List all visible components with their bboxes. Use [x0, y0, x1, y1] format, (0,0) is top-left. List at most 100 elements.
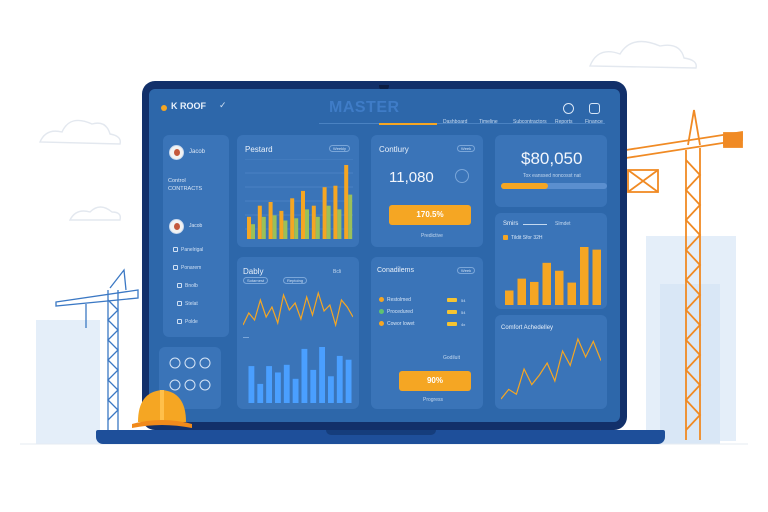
logo-icon	[161, 105, 167, 111]
panel-title: Dably	[243, 267, 264, 276]
bar	[345, 359, 352, 403]
bar	[336, 355, 343, 403]
comfort-chart-panel: Comfort Achedelley	[495, 315, 607, 409]
bar	[326, 205, 331, 239]
truck-icon[interactable]	[169, 379, 181, 391]
avatar-secondary[interactable]	[169, 219, 184, 234]
capacity-caption: Predictive	[421, 233, 443, 239]
helmet-icon[interactable]	[169, 357, 181, 369]
bar	[257, 383, 264, 403]
bar	[251, 224, 255, 239]
condition-label: Restolmed	[387, 297, 411, 303]
bar	[505, 290, 514, 305]
revenue-progress-fill	[501, 183, 548, 189]
sidebar-item-5[interactable]: Polde	[177, 319, 198, 325]
panel-title: Comfort Achedelley	[501, 325, 554, 331]
stacks-bar-chart	[505, 247, 601, 305]
secondary-user-name[interactable]: Jacob	[189, 223, 203, 229]
condition-bar	[447, 310, 457, 314]
check-icon[interactable]: ✓	[219, 100, 227, 110]
period-select[interactable]: Week	[457, 267, 476, 274]
revenue-panel: $80,050 Tox eanssed noncosst nat	[495, 135, 607, 207]
wrench-icon[interactable]	[184, 357, 196, 369]
bar	[279, 210, 284, 239]
sidebar-item-1[interactable]: Panelrigal	[173, 247, 203, 253]
webcam	[379, 85, 389, 91]
bar	[294, 218, 299, 239]
chart-icon	[173, 265, 178, 270]
stacks-pill[interactable]: Slmdet	[555, 221, 571, 227]
dashboard-app: K ROOF ✓ MASTER Dashboard Timeline Subco…	[149, 89, 620, 422]
bar	[310, 369, 317, 403]
legend-swatch	[503, 235, 508, 240]
bar	[328, 376, 334, 403]
panel-title: Contlury	[379, 145, 409, 154]
revenue-progress-track	[501, 183, 607, 189]
settings-icon[interactable]	[589, 103, 600, 114]
bar	[301, 348, 308, 403]
stacks-legend: Tildit Sfor 32H	[503, 235, 543, 241]
refresh-icon[interactable]	[455, 169, 469, 183]
laptop-notch	[326, 430, 436, 435]
bar	[337, 209, 342, 239]
daily-chart-panel: Dably Bcli Sotarnest Reptoing	[237, 257, 359, 409]
capacity-button[interactable]: 170.5%	[389, 205, 471, 225]
hard-hat-icon	[132, 390, 192, 428]
nav-item-subcontractors[interactable]: Subcontractors	[513, 119, 547, 125]
condition-row-1: Restolmed	[379, 297, 411, 303]
filter-pill-2[interactable]: Reptoing	[283, 277, 308, 284]
sidebar-item-label: Panelrigal	[181, 247, 204, 253]
cloud-icon	[38, 40, 697, 221]
condition-bar	[447, 298, 457, 302]
condition-row-3: Cowor lowet	[379, 321, 415, 327]
crane-right	[625, 109, 743, 440]
stacks-chart-panel: Smirs Slmdet Tildit Sfor 32H	[495, 213, 607, 309]
daily-line-chart	[243, 291, 353, 327]
bar	[305, 209, 309, 239]
bar	[292, 378, 299, 403]
bar	[344, 165, 349, 239]
bar	[311, 205, 316, 239]
bar	[592, 249, 601, 305]
laptop-base	[96, 430, 665, 444]
period-select[interactable]: Week	[457, 145, 476, 152]
revenue-value: $80,050	[521, 149, 583, 168]
legend-label: Tildit Sfor 32H	[511, 235, 543, 241]
bar	[517, 278, 526, 305]
nav-item-timeline[interactable]: Timeline	[479, 119, 498, 125]
bar	[283, 220, 288, 239]
conditions-button[interactable]: 90%	[399, 371, 471, 391]
bar	[315, 216, 320, 239]
nav-item-reports[interactable]: Reports	[555, 119, 573, 125]
calendar-icon[interactable]	[199, 379, 211, 391]
laptop-screen: K ROOF ✓ MASTER Dashboard Timeline Subco…	[142, 81, 627, 430]
bar	[348, 194, 353, 239]
sidebar-item-2[interactable]: Ponarem	[173, 265, 201, 271]
filter-pill-1[interactable]: Sotarnest	[243, 277, 269, 284]
active-tab-indicator	[379, 123, 437, 125]
bar	[247, 216, 251, 239]
bar	[266, 366, 272, 403]
period-select[interactable]: Weekly	[329, 145, 351, 152]
sidebar-item-label: Bnolb	[185, 283, 198, 289]
progress-bar-chart	[245, 159, 353, 239]
nav-item-finance[interactable]: Finance	[585, 119, 603, 125]
condition-value: 54	[461, 298, 466, 303]
profile-name[interactable]: Jacob	[189, 149, 206, 155]
sidebar-item-label: Polde	[185, 319, 198, 325]
nav-item-dashboard[interactable]: Dashboard	[443, 119, 468, 125]
brand-name[interactable]: K ROOF	[171, 101, 206, 111]
bar	[580, 247, 589, 305]
status-dot	[379, 297, 384, 302]
sidebar-item-4[interactable]: Stelat	[177, 301, 198, 307]
users-icon[interactable]	[184, 379, 196, 391]
grid-icon	[173, 247, 178, 252]
bar	[567, 282, 576, 305]
bar	[530, 281, 539, 305]
sidebar-item-3[interactable]: Bnolb	[177, 283, 198, 289]
avatar[interactable]	[169, 145, 184, 160]
bar	[268, 202, 273, 239]
bell-icon[interactable]	[563, 103, 574, 114]
gear-icon[interactable]	[199, 357, 211, 369]
